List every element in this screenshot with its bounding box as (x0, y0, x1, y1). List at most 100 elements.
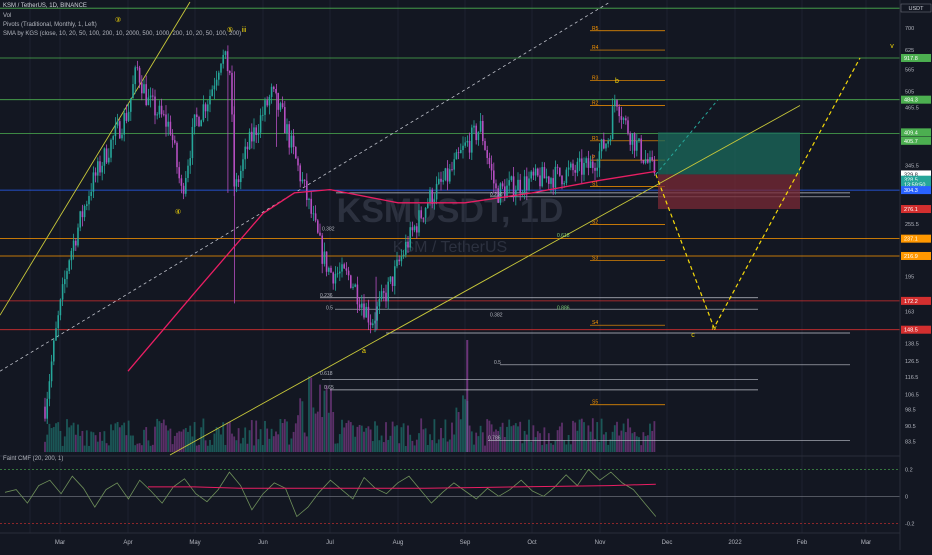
candle-body (537, 168, 539, 176)
volume-bar (349, 422, 352, 452)
volume-bar (288, 444, 291, 452)
volume-bar (77, 424, 79, 452)
candle-body (418, 210, 420, 233)
time-tick-label: Feb (797, 540, 808, 546)
candle-body (204, 104, 207, 112)
volume-bar (140, 445, 143, 452)
candle-body (402, 254, 405, 257)
candle-body (545, 176, 548, 179)
volume-bar (336, 443, 339, 452)
volume-bar (602, 434, 605, 452)
candle-body (237, 179, 240, 183)
candle-body (550, 178, 552, 184)
indicator-volume-label[interactable]: Vol (3, 13, 12, 19)
candle-body (103, 148, 106, 166)
volume-bar (580, 418, 583, 452)
fib-label: 0.382 (322, 226, 335, 232)
price-tick-label: 106.5 (905, 392, 919, 398)
candle-body (240, 170, 242, 183)
volume-bar (301, 401, 304, 452)
candle-body (631, 133, 634, 145)
volume-bar (283, 419, 286, 452)
candle-body (361, 303, 363, 308)
candle-body (352, 286, 354, 288)
candle-body (512, 176, 515, 198)
candle-body (105, 148, 108, 163)
candle-body (396, 259, 398, 267)
volume-bar (512, 425, 515, 452)
price-tag-label: 484.3 (904, 98, 918, 104)
volume-bar (554, 440, 557, 452)
candle-body (350, 275, 352, 288)
candle-body (68, 260, 70, 272)
volume-bar (204, 440, 207, 452)
price-tag-label: 172.2 (904, 299, 918, 305)
candle-body (422, 217, 425, 219)
candle-body (616, 100, 618, 107)
indicator-pivots-label[interactable]: Pivots (Traditional, Monthly, 1, Left) (3, 22, 97, 28)
chart-title[interactable]: KSM / TetherUS, 1D, BINANCE (3, 3, 87, 9)
time-tick-label: Sep (460, 540, 471, 546)
volume-bar (429, 434, 431, 452)
volume-bar (200, 427, 203, 452)
candle-body (235, 179, 238, 187)
volume-bar (178, 431, 181, 452)
indicator-sma-label[interactable]: SMA by KGS (close, 10, 20, 50, 100, 200,… (3, 31, 242, 37)
candle-body (134, 67, 136, 85)
candle-body (636, 140, 638, 151)
candle-body (479, 120, 482, 132)
candle-body (57, 315, 59, 329)
channel-upper (0, 1, 191, 316)
volume-bar (624, 432, 627, 452)
candle-body (281, 103, 284, 108)
pivot-label: R2 (592, 101, 599, 107)
volume-bar (125, 435, 128, 452)
candle-body (116, 121, 119, 126)
volume-bar (303, 432, 306, 452)
candle-body (301, 179, 304, 182)
candle-body (343, 264, 345, 269)
candle-body (345, 268, 348, 271)
candle-body (297, 158, 299, 166)
volume-layer (44, 340, 656, 452)
candle-body (185, 177, 187, 194)
volume-bar (618, 435, 621, 452)
candle-body (248, 131, 251, 150)
volume-bar (503, 437, 506, 452)
candle-body (288, 124, 290, 148)
volume-bar (213, 433, 216, 452)
position-zones-layer (658, 132, 800, 210)
volume-bar (457, 412, 460, 452)
price-tag (901, 325, 931, 334)
volume-bar (226, 422, 229, 452)
volume-bar (83, 445, 86, 452)
volume-bar (195, 445, 198, 452)
volume-bar (211, 444, 214, 452)
candle-body (609, 139, 612, 142)
volume-bar (209, 439, 211, 452)
candle-body (127, 111, 130, 121)
candle-body (506, 185, 508, 198)
candle-body (171, 134, 174, 141)
volume-bar (332, 411, 335, 452)
candle-body (138, 67, 141, 83)
candle-body (464, 142, 466, 146)
time-axis: Mar Apr May Jun Jul Aug Sep Oct Nov Dec 2022 Feb Mar (55, 540, 871, 546)
fib-label: 0.618 (320, 371, 333, 377)
volume-bar (323, 390, 326, 452)
candle-body (53, 340, 55, 362)
oscillator-title[interactable]: Faint CMF (20, 200, 1) (3, 456, 64, 462)
candle-body (158, 105, 161, 115)
candle-body (292, 135, 295, 148)
candle-body (574, 170, 576, 173)
volume-bar (176, 432, 178, 452)
candle-body (466, 140, 469, 143)
volume-bar (607, 444, 610, 452)
wave-label: b (615, 78, 619, 85)
candle-body (598, 151, 601, 168)
volume-bar (396, 425, 398, 452)
price-tag (901, 136, 931, 145)
volume-bar (545, 444, 548, 452)
